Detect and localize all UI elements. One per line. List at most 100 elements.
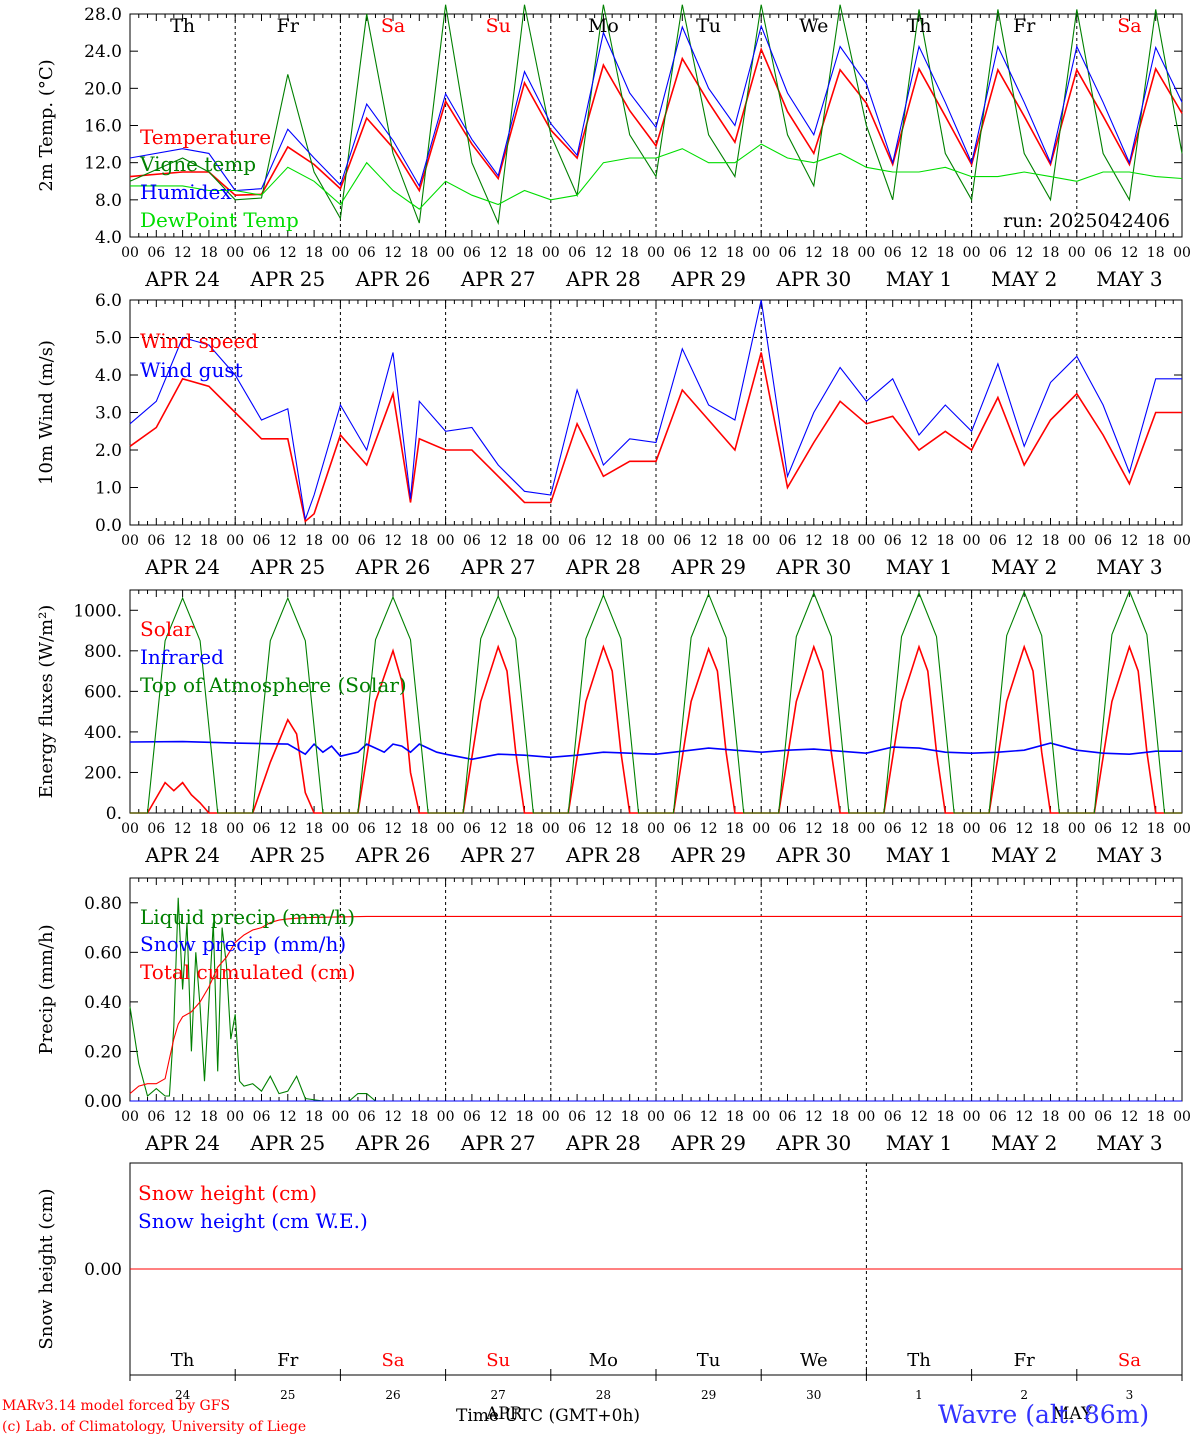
date-label: MAY 2 — [991, 843, 1057, 867]
x-tick-label: 12 — [279, 1109, 297, 1125]
x-tick-label: 00 — [857, 533, 875, 549]
day-name-label: Fr — [277, 15, 300, 37]
x-tick-label: 00 — [437, 1109, 455, 1125]
y-tick-label: 0.00 — [84, 1092, 122, 1112]
panel-3 — [129, 589, 1183, 814]
x-tick-label: 12 — [1120, 533, 1138, 549]
legend-entry: Wind gust — [140, 358, 243, 382]
x-tick-label: 18 — [726, 533, 744, 549]
x-tick-label: 00 — [331, 533, 349, 549]
x-tick-label: 00 — [1068, 821, 1086, 837]
x-tick-label: 12 — [805, 821, 823, 837]
x-tick-label: 18 — [936, 1109, 954, 1125]
legend-entry: Wind speed — [140, 329, 258, 353]
date-label: APR 28 — [565, 267, 641, 291]
x-tick-label: 18 — [200, 245, 218, 261]
date-label: MAY 2 — [991, 267, 1057, 291]
day-name-label: Tu — [696, 15, 721, 37]
x-tick-label: 06 — [358, 1109, 376, 1125]
date-label: APR 27 — [460, 267, 536, 291]
x-tick-label: 00 — [226, 1109, 244, 1125]
day-name-label: Mo — [588, 15, 619, 37]
x-tick-label: 12 — [174, 533, 192, 549]
x-tick-label: 18 — [831, 1109, 849, 1125]
date-label: APR 26 — [355, 267, 431, 291]
y-tick-label: 12.0 — [84, 154, 122, 174]
y-tick-label: 400. — [84, 723, 122, 743]
x-tick-label: 18 — [726, 821, 744, 837]
x-tick-label: 12 — [384, 1109, 402, 1125]
day-number-label: 30 — [806, 1388, 821, 1402]
x-tick-label: 00 — [121, 1109, 139, 1125]
x-tick-label: 00 — [1068, 245, 1086, 261]
x-tick-label: 12 — [1015, 245, 1033, 261]
day-name-label: Tu — [697, 1350, 721, 1371]
y-tick-label: 600. — [84, 682, 122, 702]
x-tick-label: 00 — [1173, 245, 1191, 261]
x-tick-label: 06 — [568, 533, 586, 549]
legend-entry: Snow precip (mm/h) — [140, 932, 346, 956]
series-line — [130, 644, 1182, 814]
x-tick-label: 00 — [647, 533, 665, 549]
day-name-label: We — [799, 15, 828, 37]
y-tick-label: 5.0 — [95, 329, 122, 349]
date-label: MAY 2 — [991, 1131, 1057, 1155]
x-tick-label: 18 — [410, 1109, 428, 1125]
y-tick-label: 4.0 — [95, 366, 122, 386]
x-tick-label: 00 — [857, 1109, 875, 1125]
x-tick-label: 12 — [910, 533, 928, 549]
date-label: APR 26 — [355, 555, 431, 579]
x-tick-label: 00 — [121, 245, 139, 261]
x-tick-label: 00 — [1068, 533, 1086, 549]
x-tick-label: 12 — [805, 1109, 823, 1125]
date-label: APR 30 — [775, 843, 851, 867]
x-tick-label: 18 — [305, 245, 323, 261]
day-name-label: Fr — [277, 1350, 298, 1371]
x-tick-label: 06 — [568, 821, 586, 837]
x-tick-label: 18 — [516, 245, 534, 261]
x-tick-label: 12 — [594, 245, 612, 261]
day-name-label: Th — [907, 1350, 931, 1371]
x-axis-label: Time UTC (GMT+0h) — [456, 1406, 641, 1426]
x-tick-label: 18 — [516, 821, 534, 837]
x-tick-label: 12 — [489, 245, 507, 261]
x-tick-label: 06 — [463, 821, 481, 837]
x-tick-label: 12 — [174, 821, 192, 837]
x-tick-label: 06 — [673, 1109, 691, 1125]
x-tick-label: 06 — [989, 245, 1007, 261]
y-axis-label: Energy fluxes (W/m²) — [36, 605, 57, 799]
x-tick-label: 00 — [1173, 533, 1191, 549]
date-label: APR 28 — [565, 843, 641, 867]
day-number-label: 3 — [1126, 1388, 1134, 1402]
model-credit: MARv3.14 model forced by GFS — [2, 1398, 231, 1414]
x-tick-label: 18 — [936, 821, 954, 837]
x-tick-label: 06 — [673, 533, 691, 549]
date-label: APR 29 — [670, 267, 746, 291]
x-tick-label: 18 — [621, 821, 639, 837]
date-label: APR 28 — [565, 1131, 641, 1155]
y-tick-label: 800. — [84, 642, 122, 662]
x-tick-label: 18 — [200, 821, 218, 837]
x-tick-label: 00 — [963, 821, 981, 837]
x-tick-label: 18 — [726, 245, 744, 261]
series-line — [129, 352, 1182, 523]
x-tick-label: 06 — [989, 821, 1007, 837]
y-tick-label: 1000. — [73, 601, 122, 621]
day-name-label: Mo — [589, 1350, 618, 1371]
x-tick-label: 06 — [989, 1109, 1007, 1125]
x-tick-label: 00 — [752, 1109, 770, 1125]
date-label: APR 30 — [775, 267, 851, 291]
date-label: APR 26 — [355, 843, 431, 867]
x-tick-label: 06 — [1094, 821, 1112, 837]
month-label-2: MAY — [1052, 1404, 1093, 1424]
y-tick-label: 0.40 — [84, 993, 122, 1013]
x-tick-label: 18 — [1147, 1109, 1165, 1125]
legend-entry: Vigne temp — [139, 152, 256, 176]
series-line — [129, 299, 1182, 520]
date-label: APR 24 — [144, 555, 220, 579]
x-tick-label: 06 — [884, 1109, 902, 1125]
legend-entry: Solar — [140, 617, 194, 641]
legend-entry: Liquid precip (mm/h) — [140, 905, 355, 929]
x-tick-label: 06 — [463, 533, 481, 549]
station-label: Wavre (alt. 86m) — [938, 1400, 1150, 1429]
